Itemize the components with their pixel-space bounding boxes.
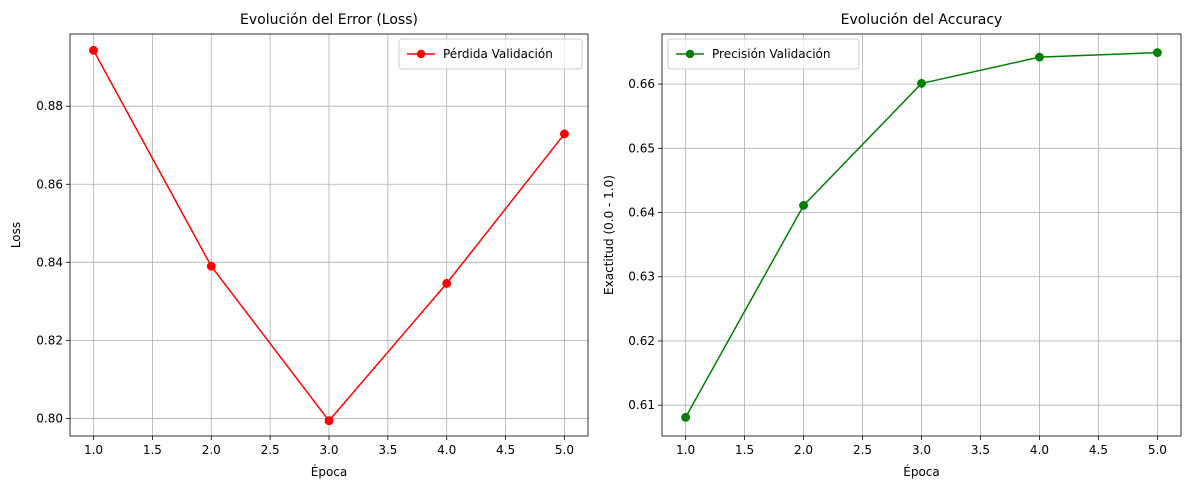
x-tick-label: 2.5 bbox=[853, 443, 872, 457]
data-point bbox=[1035, 52, 1044, 62]
legend-box bbox=[398, 38, 583, 70]
legend: Precisión Validación bbox=[667, 38, 860, 70]
x-tick-label: 1.0 bbox=[676, 443, 695, 457]
legend-label: Precisión Validación bbox=[712, 47, 831, 61]
data-point bbox=[560, 129, 569, 139]
y-axis-label: Loss bbox=[9, 222, 23, 248]
x-tick-label: 3.0 bbox=[319, 443, 338, 457]
x-tick-label: 1.0 bbox=[84, 443, 103, 457]
data-point bbox=[1152, 48, 1162, 58]
legend-box bbox=[667, 38, 860, 70]
y-tick-label: 0.61 bbox=[628, 398, 655, 412]
x-tick-label: 3.5 bbox=[971, 443, 990, 457]
y-tick-label: 0.86 bbox=[36, 177, 63, 191]
x-axis-label: Época bbox=[903, 464, 940, 479]
y-tick-label: 0.80 bbox=[36, 411, 63, 425]
x-tick-label: 5.0 bbox=[1148, 443, 1167, 457]
x-tick-label: 4.5 bbox=[496, 443, 515, 457]
x-tick-label: 1.5 bbox=[143, 443, 162, 457]
x-tick-label: 1.5 bbox=[735, 443, 754, 457]
y-tick-label: 0.63 bbox=[628, 270, 655, 284]
legend: Pérdida Validación bbox=[398, 38, 583, 70]
plot-frame bbox=[69, 33, 589, 437]
y-tick-label: 0.88 bbox=[36, 99, 63, 113]
data-point bbox=[799, 201, 808, 210]
y-tick-label: 0.82 bbox=[36, 333, 63, 347]
chart-panel-1: 1.0 1.5 2.0 2.5 3.0 3.5 4.0 4.5 5.0 0.80 0.82 0.84 0… bbox=[9, 12, 589, 479]
x-tick-label: 4.5 bbox=[1089, 443, 1108, 457]
data-point bbox=[442, 278, 452, 288]
data-point bbox=[89, 45, 98, 55]
x-tick-label: 2.0 bbox=[202, 443, 221, 457]
y-axis-label: Exactitud (0.0 - 1.0) bbox=[602, 175, 616, 295]
chart-title: Evolución del Error (Loss) bbox=[240, 12, 418, 28]
legend-marker bbox=[685, 49, 695, 59]
chart-panel-2: 1.0 1.5 2.0 2.5 3.0 3.5 4.0 4.5 5.0 0.61 0.62 0.63 0… bbox=[602, 12, 1182, 479]
y-tick-label: 0.64 bbox=[628, 206, 655, 220]
legend-label: Pérdida Validación bbox=[443, 47, 553, 61]
data-point bbox=[324, 416, 334, 426]
x-tick-label: 3.0 bbox=[912, 443, 931, 457]
data-point bbox=[917, 78, 926, 88]
x-axis-label: Época bbox=[311, 464, 348, 479]
x-tick-label: 4.0 bbox=[437, 443, 456, 457]
x-tick-label: 4.0 bbox=[1030, 443, 1049, 457]
y-tick-label: 0.84 bbox=[36, 255, 63, 269]
x-tick-label: 3.5 bbox=[378, 443, 397, 457]
x-tick-label: 2.5 bbox=[261, 443, 280, 457]
data-point bbox=[206, 261, 216, 271]
x-tick-label: 5.0 bbox=[555, 443, 574, 457]
plot-frame bbox=[661, 33, 1182, 437]
legend-marker bbox=[416, 49, 426, 59]
chart-title: Evolución del Accuracy bbox=[841, 12, 1003, 28]
data-point bbox=[681, 412, 691, 422]
y-tick-label: 0.66 bbox=[628, 77, 655, 91]
y-tick-label: 0.62 bbox=[628, 334, 655, 348]
x-tick-label: 2.0 bbox=[794, 443, 813, 457]
y-tick-label: 0.65 bbox=[628, 141, 655, 155]
